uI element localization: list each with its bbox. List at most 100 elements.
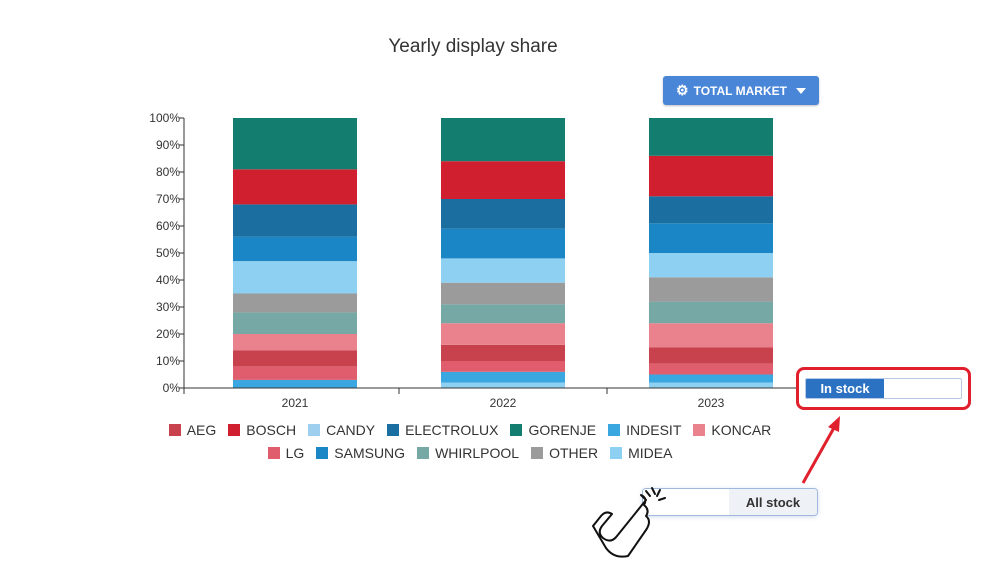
- bar-segment: [233, 118, 357, 170]
- bar-segment: [233, 169, 357, 205]
- legend-label: LG: [285, 445, 305, 461]
- legend-swatch: [693, 424, 706, 436]
- legend-label: INDESIT: [626, 422, 682, 438]
- legend-swatch: [387, 424, 400, 436]
- y-tick-label: 50%: [156, 246, 180, 260]
- legend-item[interactable]: SAMSUNG: [316, 442, 405, 464]
- legend-label: WHIRLPOOL: [435, 445, 520, 461]
- bar-segment: [233, 204, 357, 237]
- x-axis: 2021 2022 2023: [183, 387, 817, 410]
- legend-item[interactable]: KONCAR: [693, 419, 771, 441]
- bar-segment: [649, 253, 773, 278]
- bar-segment: [441, 371, 565, 383]
- bar-segment: [441, 323, 565, 345]
- legend-swatch: [531, 447, 544, 459]
- legend-item[interactable]: OTHER: [531, 442, 598, 464]
- legend-swatch: [610, 447, 623, 459]
- legend-swatch: [228, 424, 241, 436]
- legend-label: ELECTROLUX: [405, 422, 499, 438]
- y-tick-label: 20%: [156, 327, 180, 341]
- bar-segment: [441, 161, 565, 199]
- toggle-empty-option[interactable]: [643, 489, 729, 515]
- bar-segment: [441, 382, 565, 388]
- bar-segment: [649, 363, 773, 375]
- legend-label: CANDY: [326, 422, 376, 438]
- bar-segment: [233, 261, 357, 294]
- in-stock-toggle-highlight: In stock: [796, 367, 971, 410]
- legend-item[interactable]: INDESIT: [608, 419, 681, 441]
- legend-item[interactable]: WHIRLPOOL: [417, 442, 519, 464]
- chart-title: Yearly display share: [388, 36, 558, 57]
- stock-toggle-unselected[interactable]: All stock: [642, 488, 818, 516]
- bar-segment: [233, 334, 357, 351]
- legend-swatch: [308, 424, 321, 436]
- bar-segment: [441, 118, 565, 162]
- legend-label: KONCAR: [711, 422, 772, 438]
- legend-label: OTHER: [549, 445, 599, 461]
- legend-item[interactable]: ELECTROLUX: [387, 419, 498, 441]
- legend-item[interactable]: LG: [267, 442, 305, 464]
- gear-icon: ⚙: [676, 82, 689, 98]
- y-tick-label: 10%: [156, 354, 180, 368]
- bar-segment: [649, 374, 773, 383]
- total-market-button[interactable]: ⚙ TOTAL MARKET: [663, 76, 819, 105]
- legend-item[interactable]: BOSCH: [228, 419, 296, 441]
- caret-down-icon: [795, 87, 806, 94]
- y-axis: 0% 10% 20% 30% 40% 50% 60% 70% 80% 90% 100%: [149, 111, 185, 395]
- legend-swatch: [316, 447, 329, 459]
- y-tick-label: 80%: [156, 165, 180, 179]
- bar-segment: [233, 293, 357, 313]
- total-market-label: TOTAL MARKET: [693, 83, 787, 98]
- in-stock-option[interactable]: In stock: [806, 379, 884, 398]
- legend-item[interactable]: MIDEA: [610, 442, 672, 464]
- bar-segment: [649, 347, 773, 364]
- legend-item[interactable]: AEG: [168, 419, 217, 441]
- y-tick-label: 60%: [156, 219, 180, 233]
- legend-item[interactable]: CANDY: [308, 419, 375, 441]
- bar-segment: [649, 196, 773, 224]
- x-tick-label: 2021: [282, 396, 309, 410]
- bar-segment: [649, 301, 773, 324]
- bar-segment: [233, 312, 357, 334]
- chart-legend: AEG BOSCH CANDY ELECTROLUX GORENJE INDESIT KON…: [130, 419, 810, 465]
- legend-label: SAMSUNG: [334, 445, 406, 461]
- legend-swatch: [417, 447, 430, 459]
- bar-segment: [649, 155, 773, 197]
- bar-segment: [649, 118, 773, 156]
- bar-segment: [441, 228, 565, 259]
- bar-segment: [441, 344, 565, 361]
- bar-segment: [441, 361, 565, 372]
- bar-segment: [233, 236, 357, 262]
- legend-swatch: [168, 424, 181, 436]
- bar-segment: [649, 223, 773, 253]
- bar-segment: [649, 277, 773, 302]
- legend-swatch: [510, 424, 523, 436]
- legend-swatch: [267, 447, 280, 459]
- legend-label: BOSCH: [246, 422, 297, 438]
- bar-segment: [233, 350, 357, 367]
- all-stock-option[interactable]: All stock: [729, 489, 817, 515]
- bars: [233, 118, 773, 388]
- y-tick-label: 0%: [163, 381, 181, 395]
- y-tick-label: 100%: [149, 111, 180, 125]
- stock-toggle[interactable]: In stock: [805, 378, 962, 399]
- y-tick-label: 40%: [156, 273, 180, 287]
- y-tick-label: 30%: [156, 300, 180, 314]
- legend-label: AEG: [186, 422, 217, 438]
- y-tick-label: 70%: [156, 192, 180, 206]
- legend-swatch: [608, 424, 621, 436]
- bar-segment: [649, 323, 773, 348]
- bar-segment: [441, 199, 565, 229]
- bar-segment: [441, 258, 565, 283]
- x-tick-label: 2022: [490, 396, 517, 410]
- bar-segment: [441, 304, 565, 324]
- bar-segment: [233, 379, 357, 388]
- legend-label: MIDEA: [628, 445, 673, 461]
- x-tick-label: 2023: [698, 396, 725, 410]
- bar-segment: [441, 282, 565, 305]
- bar-segment: [649, 382, 773, 388]
- y-tick-label: 90%: [156, 138, 180, 152]
- legend-item[interactable]: GORENJE: [510, 419, 596, 441]
- bar-segment: [233, 366, 357, 380]
